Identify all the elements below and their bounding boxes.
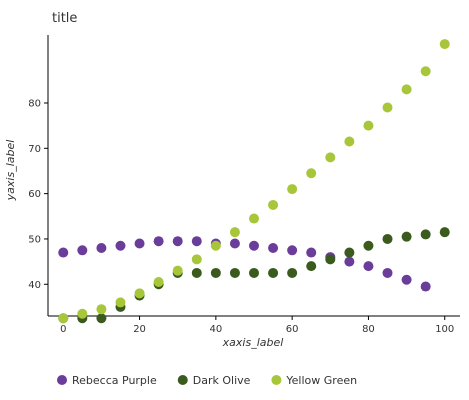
y-axis-label: yaxis_label	[4, 140, 17, 202]
data-point	[191, 236, 202, 247]
data-point	[439, 39, 450, 50]
data-point	[344, 136, 355, 147]
data-point	[382, 267, 393, 278]
data-point	[191, 254, 202, 265]
data-point	[58, 247, 69, 258]
legend-label: Dark Olive	[193, 374, 251, 387]
data-point	[363, 120, 374, 131]
data-point	[229, 238, 240, 249]
data-point	[268, 199, 279, 210]
data-point	[96, 304, 107, 315]
data-point	[344, 247, 355, 258]
x-tick-label: 60	[286, 324, 299, 335]
data-point	[210, 267, 221, 278]
y-tick-label: 60	[28, 189, 41, 200]
data-point	[77, 245, 88, 256]
x-tick-label: 20	[133, 324, 146, 335]
x-tick-label: 100	[435, 324, 454, 335]
data-point	[172, 265, 183, 276]
data-point	[363, 261, 374, 272]
data-point	[210, 240, 221, 251]
data-point	[229, 267, 240, 278]
series-yellow-green	[58, 39, 450, 324]
data-point	[96, 243, 107, 254]
data-point	[96, 313, 107, 324]
data-point	[249, 267, 259, 278]
data-point	[249, 240, 259, 251]
data-point	[420, 229, 431, 240]
data-point	[153, 277, 164, 288]
legend-item: Yellow Green	[271, 374, 357, 387]
y-tick-label: 40	[28, 280, 41, 291]
data-point	[153, 236, 164, 247]
axes: 40 50 60 70 80 0 20 40 60 80 100	[28, 35, 460, 335]
data-point	[172, 236, 183, 247]
data-point	[382, 102, 393, 113]
legend-label: Yellow Green	[285, 374, 357, 387]
data-point	[306, 247, 317, 258]
legend-swatch	[57, 375, 67, 385]
data-point	[58, 313, 69, 324]
y-tick-label: 80	[28, 98, 41, 109]
data-point	[287, 184, 298, 195]
data-point	[439, 227, 450, 238]
chart-title: title	[52, 11, 77, 26]
data-point	[287, 267, 298, 278]
legend-item: Rebecca Purple	[57, 374, 157, 387]
x-tick-label: 80	[362, 324, 375, 335]
legend-swatch	[271, 375, 282, 385]
x-axis-label: xaxis_label	[222, 336, 284, 349]
data-point	[306, 168, 317, 179]
x-tick-label: 0	[60, 324, 66, 335]
data-point	[77, 308, 88, 319]
legend-item: Dark Olive	[177, 374, 251, 387]
legend-swatch	[177, 375, 188, 385]
data-point	[134, 288, 145, 299]
data-point	[401, 231, 412, 242]
y-tick-label: 70	[28, 144, 41, 155]
data-point	[191, 267, 202, 278]
legend: Rebecca Purple Dark Olive Yellow Green	[57, 374, 357, 387]
x-tick-label: 40	[209, 324, 222, 335]
data-point	[363, 240, 374, 251]
data-point	[268, 267, 279, 278]
data-point	[115, 297, 126, 308]
y-tick-label: 50	[28, 234, 41, 245]
data-point	[325, 254, 336, 265]
data-point	[401, 84, 412, 95]
data-point	[134, 238, 145, 249]
data-point	[382, 233, 393, 244]
data-point	[115, 240, 126, 251]
data-point	[325, 152, 336, 163]
data-point	[249, 213, 259, 224]
data-point	[344, 256, 355, 267]
series-rebecca-purple	[58, 236, 431, 292]
data-point	[287, 245, 298, 256]
series-layer	[58, 39, 450, 324]
data-point	[268, 243, 279, 254]
legend-label: Rebecca Purple	[72, 374, 157, 387]
data-point	[420, 66, 431, 77]
data-point	[229, 227, 240, 238]
data-point	[401, 274, 412, 285]
data-point	[306, 261, 317, 272]
data-point	[420, 281, 431, 292]
